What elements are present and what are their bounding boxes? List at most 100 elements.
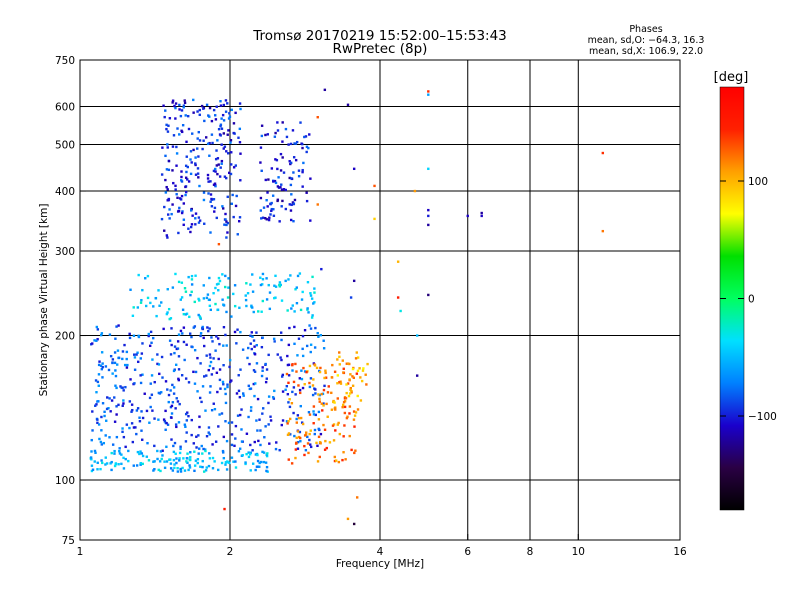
echo-point <box>96 418 99 421</box>
echo-point <box>247 415 250 419</box>
echo-point <box>164 409 167 413</box>
echo-point <box>110 399 114 402</box>
echo-point <box>162 104 165 107</box>
echo-point <box>167 168 171 172</box>
echo-point <box>209 231 212 234</box>
echo-point <box>427 93 430 96</box>
echo-point <box>209 180 212 183</box>
echo-point <box>136 407 140 410</box>
echo-point <box>266 452 269 455</box>
echo-point <box>246 356 249 360</box>
echo-point <box>352 279 356 283</box>
echo-point <box>214 114 217 117</box>
echo-point <box>327 385 330 388</box>
echo-point <box>139 381 143 385</box>
echo-point <box>274 158 277 161</box>
echo-point <box>187 414 190 418</box>
echo-point <box>296 440 300 444</box>
echo-point <box>111 443 115 446</box>
echo-point <box>284 127 288 131</box>
echo-point <box>195 446 198 449</box>
echo-point <box>360 379 364 383</box>
echo-point <box>168 339 172 342</box>
echo-point <box>342 435 345 438</box>
echo-point <box>322 347 326 350</box>
echo-point <box>143 392 146 395</box>
echo-point <box>287 381 290 385</box>
echo-point <box>230 421 234 424</box>
echo-point <box>108 436 111 439</box>
colorbar-ticks: 100 0 −100 <box>720 176 777 423</box>
echo-point <box>249 406 253 409</box>
echo-point <box>288 398 291 401</box>
echo-point <box>287 401 290 404</box>
echo-point <box>201 325 204 329</box>
echo-point <box>272 397 276 400</box>
echo-point <box>177 280 181 284</box>
echo-point <box>204 409 207 412</box>
echo-point <box>115 413 118 416</box>
echo-point <box>238 102 242 105</box>
echo-point <box>149 382 152 385</box>
echo-point <box>187 114 190 118</box>
echo-point <box>306 435 309 439</box>
stats-heading: Phases <box>629 24 662 35</box>
echo-point <box>216 390 219 394</box>
echo-point <box>232 166 236 169</box>
echo-point <box>306 307 309 310</box>
echo-point <box>173 345 177 348</box>
echo-point <box>117 356 120 360</box>
echo-point <box>258 418 261 421</box>
echo-point <box>128 426 131 430</box>
echo-point <box>203 344 206 348</box>
echo-point <box>205 466 208 469</box>
echo-point <box>96 338 99 341</box>
echo-point <box>347 394 351 398</box>
echo-point <box>314 392 317 395</box>
echo-point <box>179 470 183 473</box>
echo-point <box>196 390 199 393</box>
echo-point <box>160 217 164 221</box>
echo-point <box>289 417 292 421</box>
echo-point <box>274 131 277 135</box>
echo-point <box>148 396 152 400</box>
echo-point <box>121 427 124 430</box>
echo-point <box>251 290 255 293</box>
echo-point <box>168 217 171 220</box>
echo-point <box>161 146 164 149</box>
echo-point <box>121 357 124 361</box>
echo-point <box>184 185 187 189</box>
echo-point <box>197 297 200 301</box>
echo-point <box>268 291 272 294</box>
echo-point <box>305 199 309 203</box>
echo-point <box>253 440 256 444</box>
echo-point <box>218 279 222 283</box>
echo-point <box>109 354 113 358</box>
echo-point <box>353 414 357 417</box>
echo-point <box>289 142 293 146</box>
echo-point <box>260 134 264 138</box>
echo-point <box>196 172 200 175</box>
echo-point <box>259 209 262 212</box>
echo-point <box>190 283 194 286</box>
echo-point <box>252 382 255 386</box>
echo-point <box>154 296 157 300</box>
echo-point <box>294 393 297 396</box>
echo-point <box>285 420 289 423</box>
echo-point <box>221 380 225 384</box>
echo-point <box>173 351 176 355</box>
echo-point <box>282 188 286 191</box>
echo-point <box>124 457 127 461</box>
echo-point <box>309 443 312 446</box>
echo-point <box>346 415 349 418</box>
echo-point <box>237 389 241 393</box>
echo-point <box>196 110 199 113</box>
echo-point <box>304 431 308 434</box>
echo-point <box>189 172 193 176</box>
echo-point <box>107 407 110 410</box>
echo-point <box>126 363 129 367</box>
echo-point <box>205 354 208 357</box>
echo-point <box>90 458 93 461</box>
echo-point <box>177 209 180 213</box>
